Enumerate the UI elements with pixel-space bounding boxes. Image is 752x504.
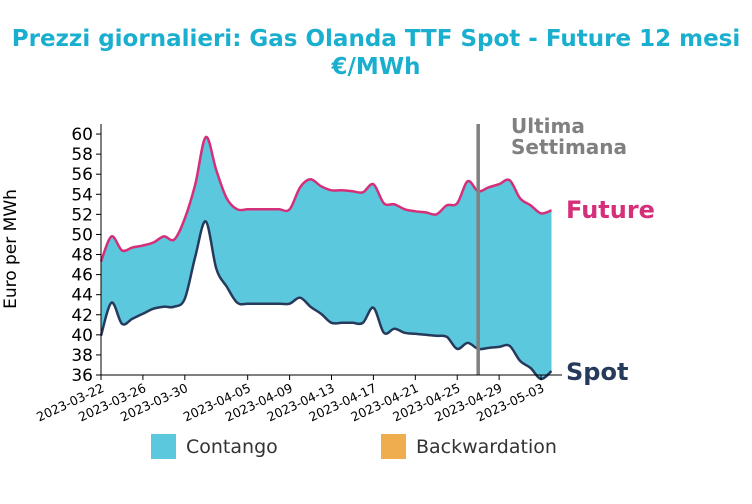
chart-title-line2: €/MWh (330, 54, 420, 80)
y-tick-label: 56 (71, 165, 93, 185)
y-axis-label: Euro per MWh (1, 189, 21, 309)
y-tick-label: 46 (71, 266, 93, 286)
y-tick-label: 36 (71, 366, 93, 386)
legend-swatch-backwardation (381, 434, 406, 459)
legend: Contango Backwardation (151, 434, 557, 459)
x-ticks: 2023-03-222023-03-262023-03-302023-04-05… (34, 375, 546, 424)
contango-area (101, 136, 552, 380)
legend-swatch-contango (151, 434, 176, 459)
y-tick-label: 52 (71, 205, 93, 225)
y-tick-label: 44 (71, 286, 93, 306)
legend-label-contango: Contango (186, 436, 278, 458)
chart-title-line1: Prezzi giornalieri: Gas Olanda TTF Spot … (12, 26, 741, 52)
last-week-label-line2: Settimana (511, 135, 627, 159)
y-tick-label: 50 (71, 225, 93, 245)
y-tick-label: 40 (71, 326, 93, 346)
y-tick-label: 58 (71, 145, 93, 165)
future-series-label: Future (566, 196, 655, 224)
last-week-label-line1: Ultima (511, 114, 585, 138)
y-tick-label: 54 (71, 185, 93, 205)
y-tick-label: 60 (71, 125, 93, 145)
legend-label-backwardation: Backwardation (416, 436, 557, 458)
y-tick-label: 48 (71, 246, 93, 266)
plot-area (99, 124, 553, 381)
y-tick-label: 42 (71, 306, 93, 326)
spot-series-label: Spot (566, 358, 628, 386)
y-tick-label: 38 (71, 346, 93, 366)
